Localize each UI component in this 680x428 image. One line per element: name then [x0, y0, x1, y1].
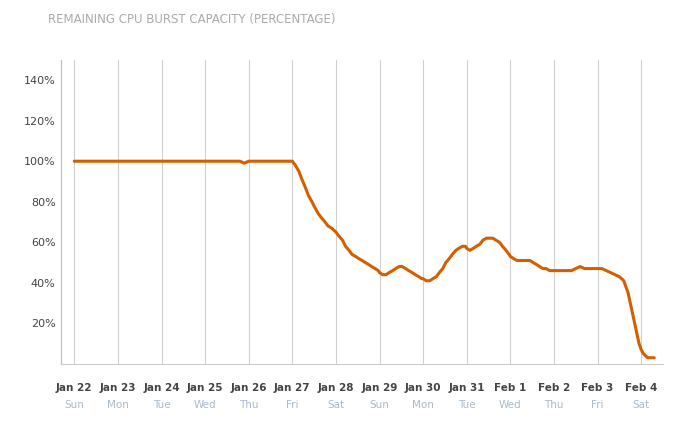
- Text: Wed: Wed: [499, 400, 522, 410]
- Text: Jan 30: Jan 30: [405, 383, 441, 393]
- Text: Tue: Tue: [153, 400, 170, 410]
- Text: Fri: Fri: [592, 400, 604, 410]
- Text: Thu: Thu: [544, 400, 564, 410]
- Text: Jan 31: Jan 31: [449, 383, 485, 393]
- Text: Feb 4: Feb 4: [625, 383, 658, 393]
- Text: Sat: Sat: [327, 400, 345, 410]
- Text: Jan 27: Jan 27: [274, 383, 311, 393]
- Text: Jan 24: Jan 24: [143, 383, 180, 393]
- Text: Jan 22: Jan 22: [56, 383, 92, 393]
- Text: Feb 2: Feb 2: [538, 383, 570, 393]
- Text: Sat: Sat: [632, 400, 650, 410]
- Text: Sun: Sun: [65, 400, 84, 410]
- Text: Mon: Mon: [107, 400, 129, 410]
- Text: Feb 1: Feb 1: [494, 383, 526, 393]
- Text: Jan 23: Jan 23: [100, 383, 136, 393]
- Text: REMAINING CPU BURST CAPACITY (PERCENTAGE): REMAINING CPU BURST CAPACITY (PERCENTAGE…: [48, 13, 335, 26]
- Text: Tue: Tue: [458, 400, 475, 410]
- Text: Jan 29: Jan 29: [361, 383, 398, 393]
- Text: Jan 26: Jan 26: [231, 383, 267, 393]
- Text: Jan 25: Jan 25: [187, 383, 223, 393]
- Text: Jan 28: Jan 28: [318, 383, 354, 393]
- Text: Feb 3: Feb 3: [581, 383, 614, 393]
- Text: Fri: Fri: [286, 400, 299, 410]
- Text: Sun: Sun: [370, 400, 390, 410]
- Text: Mon: Mon: [412, 400, 434, 410]
- Text: Wed: Wed: [194, 400, 216, 410]
- Text: Thu: Thu: [239, 400, 258, 410]
